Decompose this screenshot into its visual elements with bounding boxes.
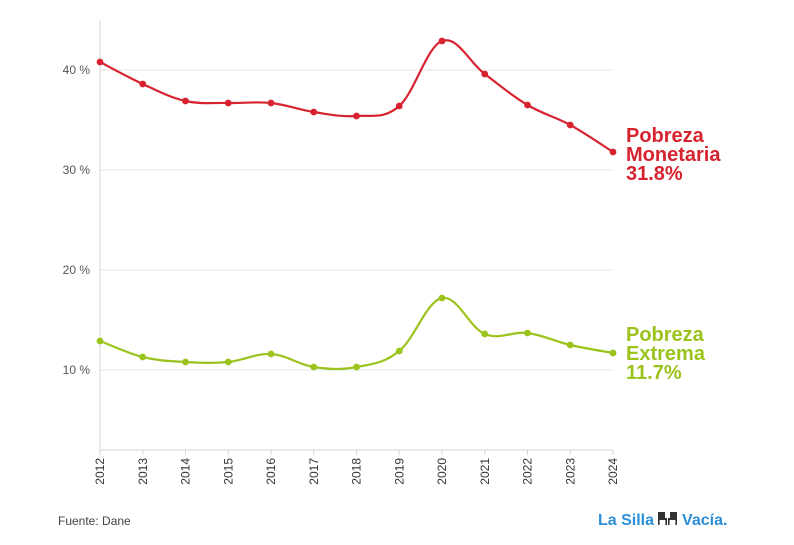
data-point-pobreza-monetaria [609,148,617,156]
y-tick-label: 20 % [63,263,91,277]
axis-layer: 10 % 20 % 30 % 40 % 2012 2013 2014 2015 2016 2017… [63,20,620,485]
data-point-pobreza-extrema [609,349,617,357]
series-end-label-pobreza-monetaria: Pobreza [626,125,705,147]
data-point-pobreza-monetaria [267,99,275,107]
series-end-label-pobreza-extrema: 11.7% [626,362,682,384]
x-tick-label: 2020 [435,458,449,485]
brand-name-right: Vacía. [682,511,728,529]
data-point-pobreza-monetaria [481,70,489,78]
data-point-pobreza-extrema [395,347,403,355]
data-point-pobreza-monetaria [524,101,531,109]
series-end-label-pobreza-monetaria: Monetaria [626,144,721,166]
brand-logo[interactable]: La Silla Vacía. [598,510,727,531]
data-point-pobreza-monetaria [182,97,189,105]
series-line-pobreza-monetaria [99,39,614,153]
data-point-pobreza-extrema [224,358,232,366]
data-point-pobreza-extrema [481,330,489,338]
data-point-pobreza-monetaria [438,37,446,45]
x-tick-label: 2018 [350,458,364,485]
data-point-pobreza-monetaria [139,80,147,88]
data-point-pobreza-monetaria [395,102,403,110]
chairs-icon [657,510,679,531]
x-tick-label: 2019 [392,458,406,485]
x-tick-label: 2015 [221,458,235,485]
x-tick-label: 2014 [179,458,193,485]
series-line-pobreza-extrema [99,296,614,371]
data-point-pobreza-monetaria [96,58,104,66]
y-tick-label: 30 % [63,163,91,177]
series-end-label-pobreza-extrema: Extrema [626,343,706,365]
data-point-pobreza-extrema [310,363,318,371]
x-tick-label: 2024 [606,458,620,485]
x-tick-label: 2016 [264,458,278,485]
brand-name-left: La Silla [598,511,655,529]
data-point-pobreza-extrema [182,358,189,366]
y-tick-label: 40 % [63,63,91,77]
data-point-pobreza-extrema [96,337,104,345]
series-end-label-pobreza-monetaria: 31.8% [626,163,683,185]
data-point-pobreza-monetaria [566,121,574,129]
series-layer [96,37,617,371]
x-tick-label: 2022 [521,458,535,485]
source-note: Fuente: Dane [58,514,131,528]
data-point-pobreza-monetaria [353,112,360,120]
data-point-pobreza-extrema [139,353,147,361]
data-point-pobreza-extrema [566,341,574,349]
data-point-pobreza-extrema [267,350,275,358]
data-point-pobreza-monetaria [224,99,232,107]
data-point-pobreza-monetaria [310,108,318,116]
y-tick-label: 10 % [63,363,91,377]
data-point-pobreza-extrema [353,363,360,371]
data-point-pobreza-extrema [438,294,446,302]
x-tick-label: 2023 [563,458,577,485]
x-tick-label: 2012 [93,458,107,485]
x-tick-label: 2013 [136,458,150,485]
series-end-label-pobreza-extrema: Pobreza [626,324,705,346]
data-point-pobreza-extrema [524,329,531,337]
x-tick-label: 2017 [307,458,321,485]
x-tick-label: 2021 [478,458,492,485]
